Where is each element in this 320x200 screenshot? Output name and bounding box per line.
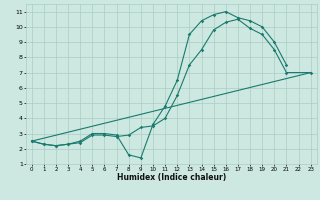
X-axis label: Humidex (Indice chaleur): Humidex (Indice chaleur) — [116, 173, 226, 182]
